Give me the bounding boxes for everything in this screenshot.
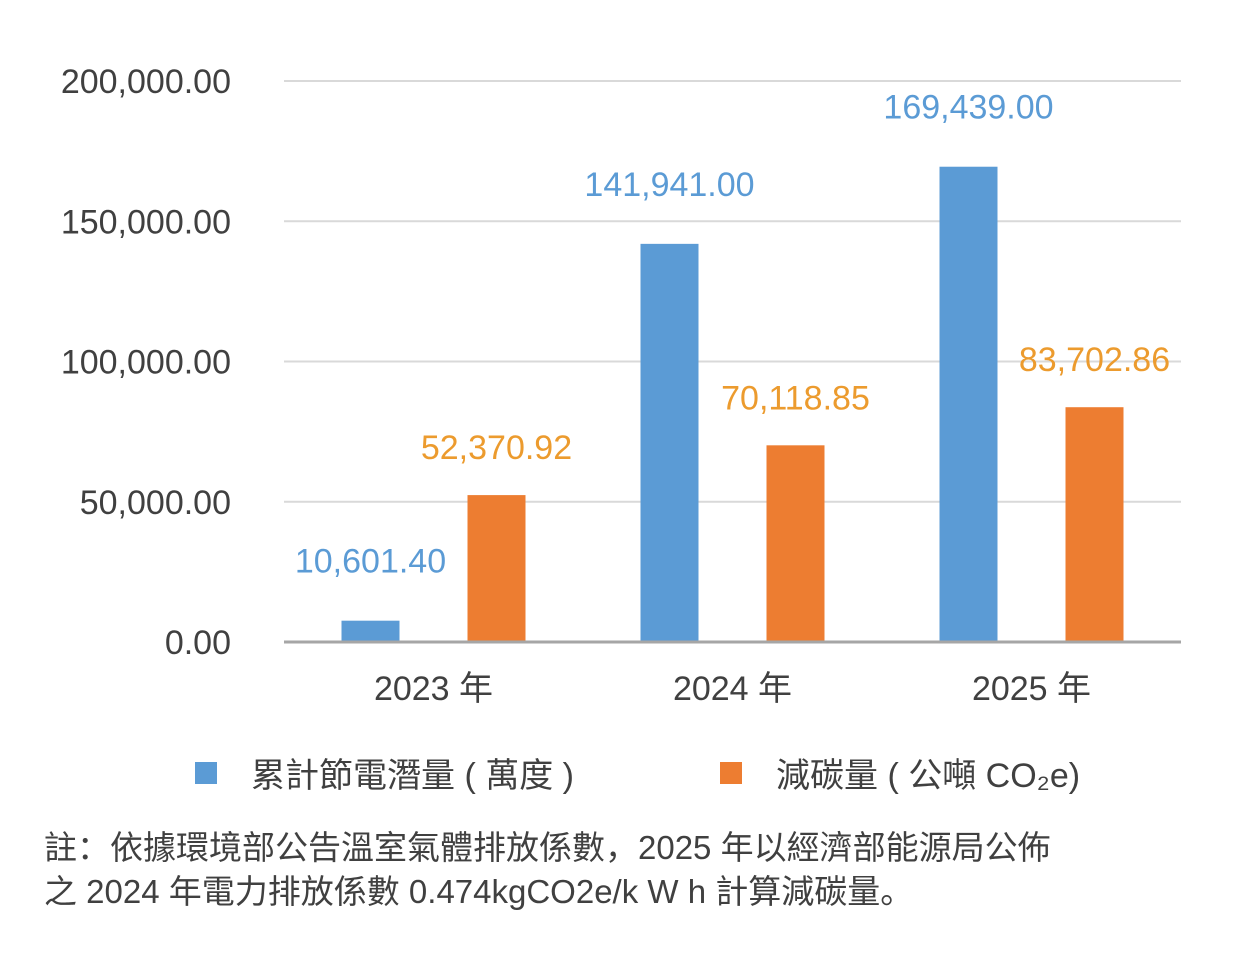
bars [341,166,1124,642]
data-label: 141,941.00 [584,166,754,204]
bar [766,445,825,642]
legend-swatch-savings [195,761,217,784]
bar [640,243,699,642]
x-tick-label: 2025 年 [972,670,1091,708]
gridlines [284,80,1181,503]
legend-label-savings: 累計節電潛量 ( 萬度 ) [251,757,574,795]
data-label: 10,601.40 [295,543,446,581]
legend-swatch-carbon [720,761,742,784]
data-label: 83,702.86 [1019,341,1170,379]
bar-chart: 0.00 50,000.00 100,000.00 150,000.00 200,000… [61,63,1181,708]
legend-label-carbon: 減碳量 ( 公噸 CO₂e) [776,757,1081,795]
y-tick-label: 150,000.00 [61,203,231,241]
x-tick-label: 2023 年 [374,670,493,708]
y-axis: 0.00 50,000.00 100,000.00 150,000.00 200,000… [61,63,231,662]
x-tick-label: 2024 年 [673,670,792,708]
legend-item-carbon: 減碳量 ( 公噸 CO₂e) [720,748,1080,797]
y-tick-label: 200,000.00 [61,63,231,101]
bar [1065,407,1124,642]
legend-item-savings: 累計節電潛量 ( 萬度 ) [195,748,574,797]
y-tick-label: 0.00 [165,624,231,662]
data-labels: 10,601.40 52,370.92 141,941.00 70,118.85 169… [295,89,1170,581]
footnote: 註：依據環境部公告溫室氣體排放係數，2025 年以經濟部能源局公佈 之 2024… [44,826,1234,914]
y-tick-label: 100,000.00 [61,344,231,382]
bar [939,166,998,642]
y-tick-label: 50,000.00 [80,484,231,522]
x-axis: 2023 年 2024 年 2025 年 [284,640,1181,708]
footnote-line-1: 註：依據環境部公告溫室氣體排放係數，2025 年以經濟部能源局公佈 [44,829,1051,866]
data-label: 70,118.85 [721,379,870,417]
bar [467,495,526,642]
data-label: 52,370.92 [421,429,572,467]
footnote-line-2: 之 2024 年電力排放係數 0.474kgCO2e/k W h 計算減碳量。 [44,873,914,910]
legend: 累計節電潛量 ( 萬度 ) 減碳量 ( 公噸 CO₂e) [0,748,1252,804]
bar [341,620,400,642]
data-label: 169,439.00 [883,89,1053,127]
